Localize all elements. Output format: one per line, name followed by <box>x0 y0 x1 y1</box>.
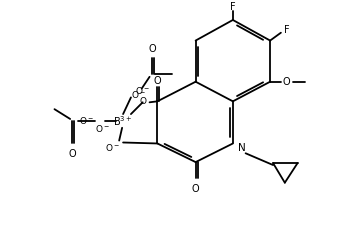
Text: F: F <box>230 2 236 12</box>
Text: O: O <box>139 97 146 106</box>
Text: O: O <box>68 149 76 159</box>
Text: N: N <box>238 143 246 153</box>
Text: F: F <box>284 25 290 35</box>
Text: O: O <box>283 77 291 87</box>
Text: O: O <box>149 44 156 54</box>
Text: O$^-$: O$^-$ <box>131 89 146 100</box>
Text: O$^-$: O$^-$ <box>79 115 94 126</box>
Text: O: O <box>154 76 161 86</box>
Text: O: O <box>192 184 199 194</box>
Text: O$^-$: O$^-$ <box>95 123 110 134</box>
Text: O$^-$: O$^-$ <box>135 85 150 96</box>
Text: B$^{3+}$: B$^{3+}$ <box>113 114 133 128</box>
Text: O$^-$: O$^-$ <box>105 142 120 153</box>
